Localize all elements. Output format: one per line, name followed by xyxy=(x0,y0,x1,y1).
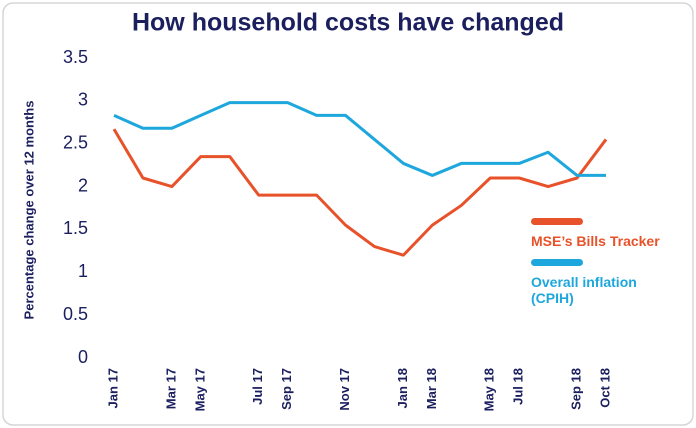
y-tick-label: 0.5 xyxy=(63,304,88,324)
x-tick-label: Mar 17 xyxy=(163,368,178,409)
x-tick-label: Jul 18 xyxy=(511,368,526,405)
y-tick-label: 0 xyxy=(78,347,88,367)
legend-item: Overall inflation (CPIH) xyxy=(531,259,671,306)
legend-label: MSE’s Bills Tracker xyxy=(531,233,660,249)
legend-item: MSE’s Bills Tracker xyxy=(531,218,671,249)
y-tick-label: 1 xyxy=(78,261,88,281)
line-series xyxy=(113,101,606,177)
x-tick-label: Jan 18 xyxy=(395,368,410,408)
x-tick-label: Mar 18 xyxy=(424,368,439,409)
x-tick-label: Oct 18 xyxy=(597,368,612,408)
legend: MSE’s Bills Tracker Overall inflation (CP… xyxy=(531,218,671,316)
y-tick-label: 2.5 xyxy=(63,132,88,152)
x-tick-label: May 17 xyxy=(192,368,207,411)
chart-title: How household costs have changed xyxy=(132,9,564,37)
y-axis-label: Percentage change over 12 months xyxy=(21,101,36,320)
x-tick-label: May 18 xyxy=(482,368,497,411)
y-tick-label: 1.5 xyxy=(63,218,88,238)
x-tick-label: Nov 17 xyxy=(337,368,352,411)
x-tick-label: Sep 18 xyxy=(568,368,583,410)
x-tick-label: Jul 17 xyxy=(250,368,265,405)
x-tick-label: Jan 17 xyxy=(105,368,120,408)
x-tick-label: Sep 17 xyxy=(279,368,294,410)
legend-label: Overall inflation (CPIH) xyxy=(531,274,637,306)
y-tick-label: 3 xyxy=(78,90,88,110)
y-tick-label: 2 xyxy=(78,175,88,195)
y-tick-label: 3.5 xyxy=(63,47,88,67)
legend-swatch xyxy=(531,218,583,225)
legend-swatch xyxy=(531,259,583,266)
line-series xyxy=(112,128,608,257)
